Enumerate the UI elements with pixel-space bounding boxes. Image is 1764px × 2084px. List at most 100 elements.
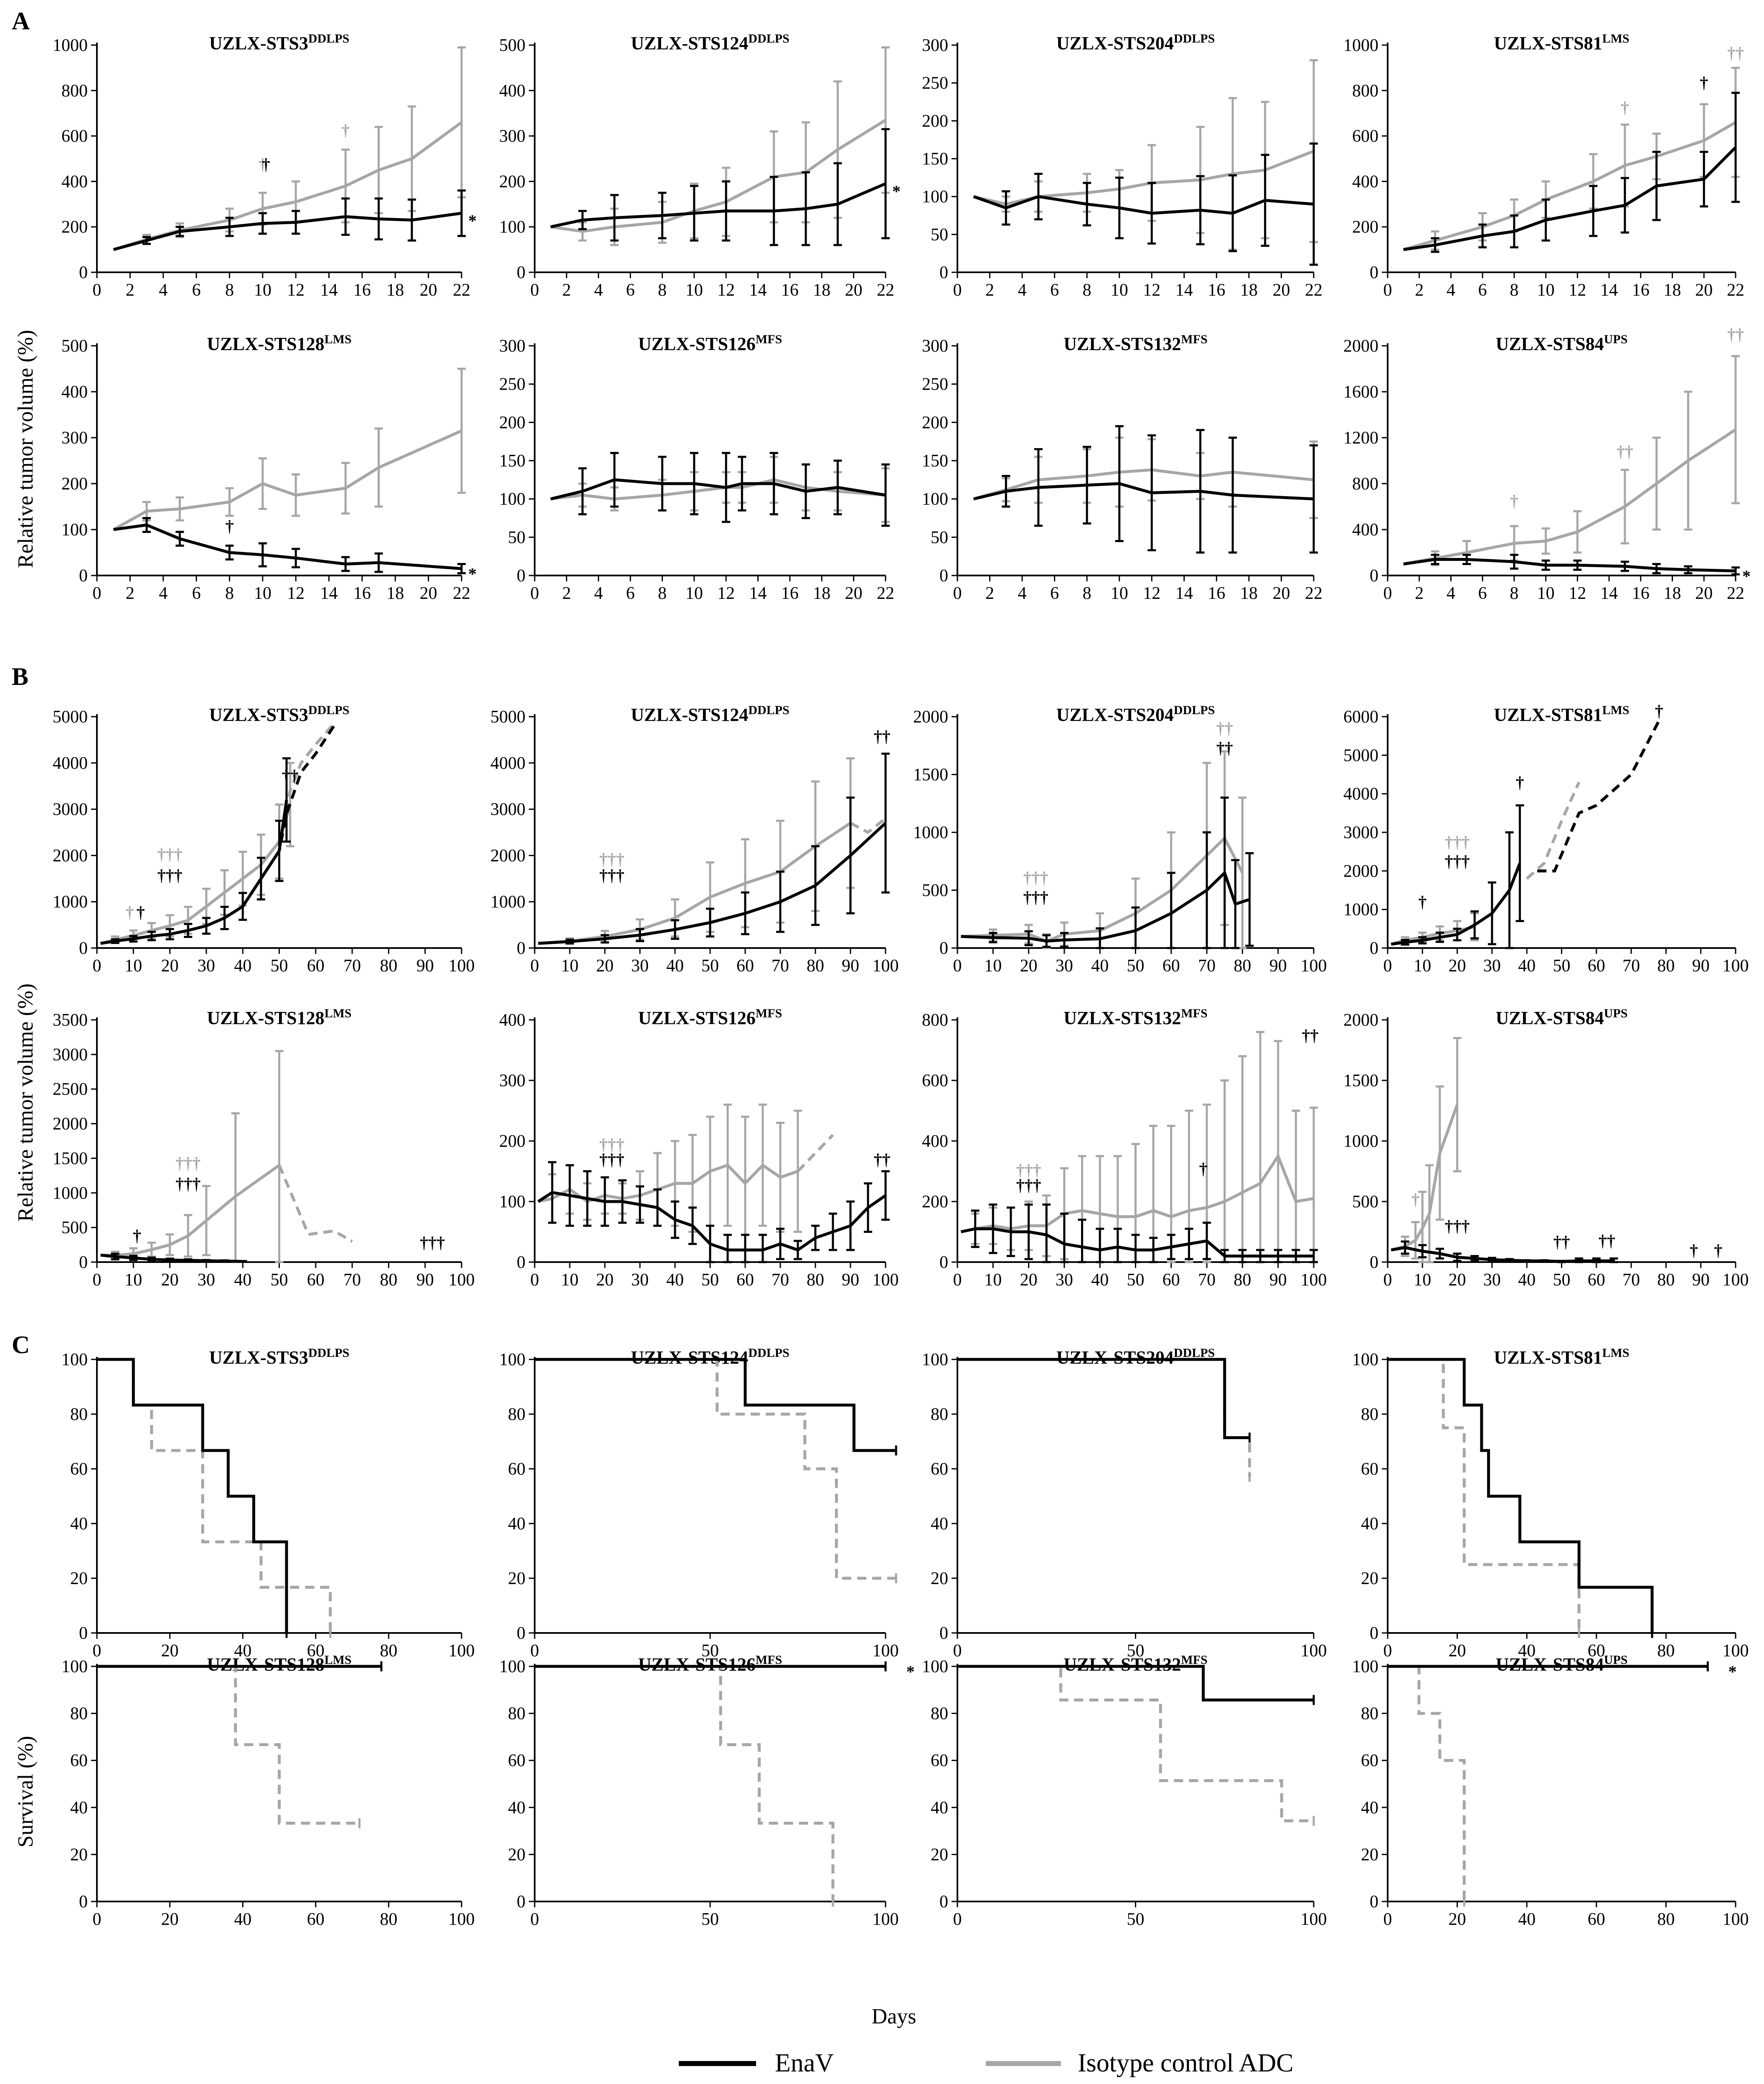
series-line-enav	[1391, 862, 1521, 946]
x-tick-label: 100	[449, 1910, 475, 1929]
annotation-mark: †	[341, 121, 350, 140]
x-tick-label: 0	[953, 584, 962, 603]
x-tick-label: 6	[1050, 584, 1059, 603]
y-tick-label: 40	[508, 1798, 525, 1818]
series-line-isotype	[1388, 1358, 1581, 1633]
x-tick-label: 12	[1143, 281, 1160, 300]
x-tick-label: 90	[1692, 1270, 1710, 1290]
annotation-mark: ††	[874, 1150, 891, 1169]
x-tick-label: 100	[1723, 1910, 1749, 1929]
y-tick-label: 4000	[490, 754, 525, 773]
y-tick-label: 100	[499, 1350, 525, 1369]
x-tick-label: 22	[877, 584, 894, 603]
annotation-mark: †††	[1023, 888, 1048, 907]
x-tick-label: 2	[126, 281, 135, 300]
y-tick-label: 3000	[490, 800, 525, 819]
series-line-enav	[550, 182, 886, 228]
panel-title: UZLX-STS204DDLPS	[1056, 703, 1215, 725]
panel-title-main: UZLX-STS3	[209, 1347, 308, 1368]
panel-title-sup: MFS	[756, 332, 782, 346]
annotation-mark: ††	[1553, 1232, 1570, 1251]
x-tick-label: 0	[93, 956, 102, 976]
x-tick-label: 10	[685, 584, 703, 603]
y-tick-label: 6000	[1343, 707, 1378, 727]
annotation-mark: †	[1516, 773, 1524, 792]
x-tick-label: 20	[161, 956, 179, 976]
y-tick-label: 100	[499, 1657, 525, 1676]
y-tick-label: 500	[922, 881, 948, 900]
x-tick-label: 0	[953, 1910, 962, 1929]
x-tick-label: 2	[1415, 584, 1424, 603]
series-line-isotype	[973, 150, 1315, 206]
panel-title-main: UZLX-STS84	[1496, 1008, 1604, 1028]
x-tick-label: 10	[561, 956, 579, 976]
y-tick-label: 200	[499, 1132, 525, 1151]
series-line-isotype	[278, 1164, 353, 1243]
y-tick-label: 1500	[913, 766, 948, 785]
x-tick-label: 10	[561, 1270, 579, 1290]
annotation-mark: †	[1411, 1190, 1420, 1209]
x-tick-label: 10	[685, 281, 703, 300]
annotation-mark: †††	[175, 1174, 201, 1193]
panel-a8: UZLX-STS84UPS 0 2 4 6 8 10 12 14 16 18 20 22 0 400 800 1…	[1343, 325, 1751, 603]
x-tick-label: 30	[631, 956, 649, 976]
x-tick-label: 22	[453, 584, 470, 603]
panel-title-sup: DDLPS	[308, 1346, 349, 1360]
annotation-mark: †	[1700, 73, 1708, 92]
y-tick-label: 40	[70, 1514, 88, 1534]
x-tick-label: 22	[1305, 584, 1322, 603]
panel-title-sup: LMS	[325, 1653, 352, 1667]
y-tick-label: 2000	[53, 1115, 88, 1134]
x-tick-label: 8	[1083, 584, 1091, 603]
x-tick-label: 30	[631, 1270, 649, 1290]
x-tick-label: 30	[198, 956, 215, 976]
x-tick-label: 80	[1657, 1270, 1675, 1290]
x-tick-label: 0	[93, 1910, 102, 1929]
series-line-enav	[113, 523, 462, 570]
x-tick-label: 70	[343, 1270, 361, 1290]
x-tick-label: 10	[124, 1270, 142, 1290]
series-line-isotype	[550, 119, 886, 233]
x-tick-label: 6	[626, 584, 635, 603]
y-tick-label: 0	[79, 1892, 88, 1912]
y-tick-label: 400	[499, 81, 525, 101]
x-tick-label: 6	[1478, 281, 1487, 300]
panel-title-main: UZLX-STS84	[1496, 1654, 1604, 1675]
y-tick-label: 20	[508, 1569, 525, 1588]
x-tick-label: 60	[1162, 956, 1180, 976]
y-tick-label: 0	[517, 939, 525, 958]
x-tick-label: 100	[1723, 956, 1749, 976]
x-tick-label: 40	[1091, 956, 1109, 976]
x-tick-label: 30	[1056, 1270, 1073, 1290]
panel-title-sup: LMS	[1602, 1346, 1629, 1360]
annotation-mark: †	[1510, 492, 1518, 510]
panel-title: UZLX-STS84UPS	[1496, 1653, 1628, 1675]
series-line-enav	[537, 1191, 886, 1252]
panel-title-sup: UPS	[1604, 1007, 1628, 1020]
x-tick-label: 14	[320, 281, 338, 300]
x-tick-label: 12	[287, 584, 305, 603]
y-tick-label: 250	[499, 375, 525, 394]
x-tick-label: 12	[717, 281, 735, 300]
panel-a5: UZLX-STS128LMS 0 2 4 6 8 10 12 14 16 18 20 22 0 100 200…	[61, 332, 477, 603]
x-tick-label: 60	[1588, 1270, 1605, 1290]
annotation-mark: *	[1742, 567, 1751, 586]
y-tick-label: 2000	[913, 707, 948, 727]
x-tick-label: 100	[1723, 1641, 1749, 1661]
x-tick-label: 8	[1510, 584, 1518, 603]
annotation-mark: †††	[599, 1150, 624, 1169]
x-tick-label: 8	[658, 584, 667, 603]
series-line-enav	[113, 212, 462, 251]
x-tick-label: 60	[1588, 1910, 1605, 1929]
x-tick-label: 40	[1518, 1910, 1536, 1929]
series-line-isotype	[538, 1163, 799, 1203]
y-tick-label: 100	[1352, 1657, 1378, 1676]
x-tick-label: 10	[984, 1270, 1002, 1290]
legend: EnaV Isotype control ADC	[679, 2049, 1294, 2077]
y-tick-label: 80	[931, 1405, 948, 1424]
y-tick-label: 100	[499, 490, 525, 509]
series-line-isotype	[112, 429, 462, 531]
annotation-mark: †	[225, 517, 234, 536]
